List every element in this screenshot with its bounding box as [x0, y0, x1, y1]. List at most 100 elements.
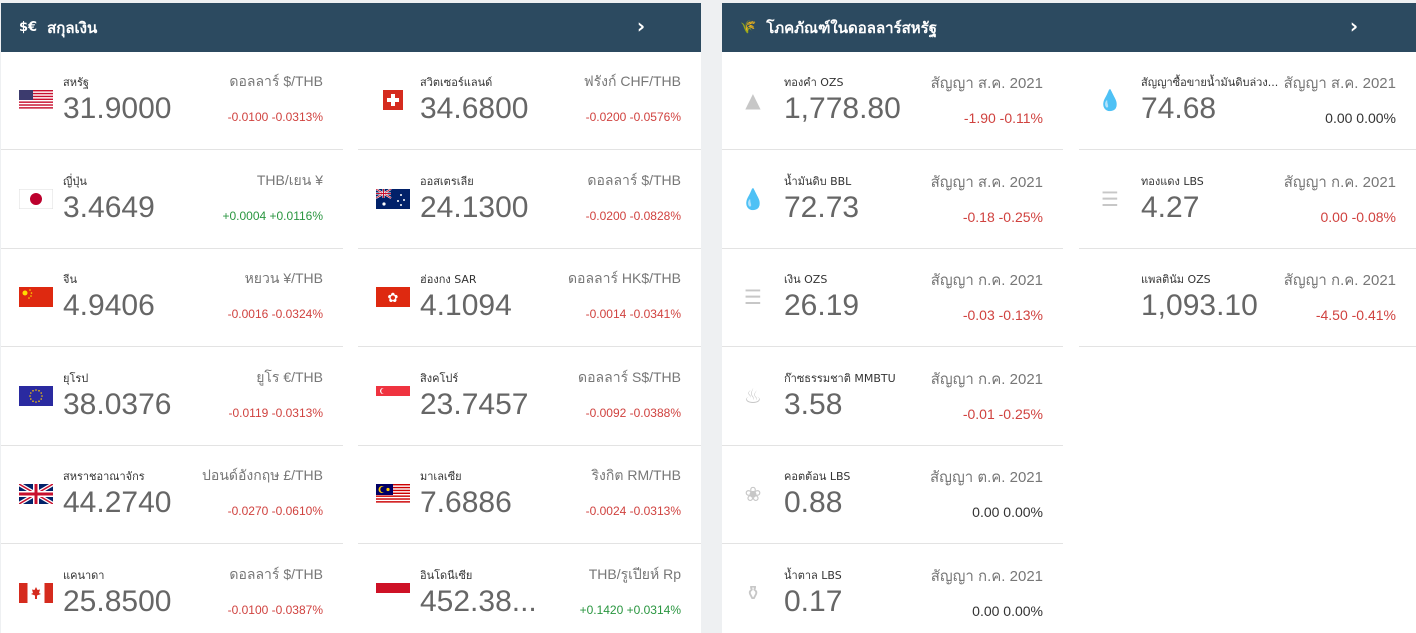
chevron-right-icon[interactable]: ›: [1342, 14, 1366, 38]
commodity-price: 1,093.10: [1141, 289, 1258, 323]
chevron-right-icon[interactable]: ›: [629, 14, 653, 38]
commodity-price: 3.58: [784, 388, 842, 422]
rate-unit: ปอนด์อังกฤษ £/THB: [202, 465, 323, 487]
rate-unit: ริงกิต RM/THB: [592, 465, 681, 487]
currency-name: ฮ่องกง SAR: [420, 270, 477, 288]
commodity-name: น้ำตาล LBS: [784, 566, 842, 584]
price-change: -0.0119 -0.0313%: [228, 406, 323, 420]
rate-unit: THB/เยน ¥: [257, 170, 323, 192]
commodity-panel-title: โภคภัณฑ์ในดอลลาร์สหรัฐ: [766, 16, 937, 40]
commodity-name: แพลตินัม OZS: [1141, 270, 1211, 288]
eu-flag-icon: [19, 386, 53, 406]
commodity-price: 0.17: [784, 585, 842, 619]
commodity-price: 4.27: [1141, 191, 1199, 225]
commodity-name: เงิน OZS: [784, 270, 827, 288]
commodity-price: 72.73: [784, 191, 859, 225]
price-change: 0.00 0.00%: [972, 504, 1043, 520]
commodity-card[interactable]: 💧 สัญญาซื้อขายน้ำมันดิบล่วง...74.68 สัญญา …: [1079, 52, 1416, 150]
currency-name: แคนาดา: [63, 566, 104, 584]
flame-icon: ♨: [738, 384, 768, 410]
oil-drop-icon: 💧: [1095, 88, 1125, 114]
commodity-name: น้ำมันดิบ BBL: [784, 172, 851, 190]
contract-month: สัญญา ส.ค. 2021: [931, 170, 1043, 194]
price-change: -0.0024 -0.0313%: [586, 504, 681, 518]
coins-stack-icon: ☰: [1095, 187, 1125, 213]
price-change: 0.00 0.00%: [1325, 110, 1396, 126]
commodity-price: 74.68: [1141, 92, 1216, 126]
contract-month: สัญญา ก.ค. 2021: [1284, 268, 1396, 292]
contract-month: สัญญา ก.ค. 2021: [931, 564, 1043, 588]
oil-drop-icon: 💧: [738, 187, 768, 213]
exchange-rate-value: 44.2740: [63, 486, 171, 520]
currency-name: สิงคโปร์: [420, 369, 458, 387]
price-change: -0.0014 -0.0341%: [586, 307, 681, 321]
currency-name: จีน: [63, 270, 77, 288]
price-change: -4.50 -0.41%: [1316, 307, 1396, 323]
currency-panel-header[interactable]: $€ สกุลเงิน ›: [1, 3, 701, 52]
price-change: -0.0100 -0.0313%: [228, 110, 323, 124]
rate-unit: ดอลลาร์ $/THB: [587, 170, 681, 192]
exchange-rate-value: 23.7457: [420, 388, 528, 422]
ca-flag-icon: [19, 583, 53, 603]
my-flag-icon: [376, 484, 410, 504]
price-change: 0.00 0.00%: [972, 603, 1043, 619]
wheat-icon: 🌾: [740, 20, 756, 35]
price-change: -0.0016 -0.0324%: [228, 307, 323, 321]
contract-month: สัญญา ต.ค. 2021: [930, 465, 1043, 489]
contract-month: สัญญา ส.ค. 2021: [931, 71, 1043, 95]
contract-month: สัญญา ก.ค. 2021: [931, 268, 1043, 292]
id-flag-icon: [376, 583, 410, 603]
hk-flag-icon: ✿: [376, 287, 410, 307]
commodity-panel-header[interactable]: 🌾 โภคภัณฑ์ในดอลลาร์สหรัฐ ›: [722, 3, 1416, 52]
gold-bars-icon: ▲: [738, 88, 768, 114]
price-change: +0.1420 +0.0314%: [580, 603, 681, 617]
exchange-rate-value: 25.8500: [63, 585, 171, 619]
price-change: -0.0200 -0.0828%: [586, 209, 681, 223]
exchange-rate-value: 4.1094: [420, 289, 512, 323]
price-change: -1.90 -0.11%: [964, 110, 1043, 126]
currency-name: ออสเตรเลีย: [420, 172, 474, 190]
rate-unit: ยูโร €/THB: [256, 367, 323, 389]
contract-month: สัญญา ก.ค. 2021: [1284, 170, 1396, 194]
price-change: -0.0100 -0.0387%: [228, 603, 323, 617]
rate-unit: ดอลลาร์ S$/THB: [578, 367, 681, 389]
commodity-price: 1,778.80: [784, 92, 901, 126]
exchange-rate-value: 4.9406: [63, 289, 155, 323]
price-change: -0.0092 -0.0388%: [586, 406, 681, 420]
commodity-name: คอตต้อน LBS: [784, 467, 850, 485]
au-flag-icon: [376, 189, 410, 209]
rate-unit: ดอลลาร์ $/THB: [229, 71, 323, 93]
commodity-price: 0.88: [784, 486, 842, 520]
contract-month: สัญญา ส.ค. 2021: [1284, 71, 1396, 95]
svg-text:✿: ✿: [388, 291, 399, 306]
currency-name: อินโดนีเซีย: [420, 566, 472, 584]
price-change: +0.0004 +0.0116%: [222, 209, 323, 223]
commodity-name: ก๊าซธรรมชาติ MMBTU: [784, 369, 896, 387]
cn-flag-icon: [19, 287, 53, 307]
rate-unit: THB/รูเปียห์ Rp: [589, 564, 681, 586]
commodity-name: สัญญาซื้อขายน้ำมันดิบล่วง...: [1141, 73, 1278, 91]
currency-card[interactable]: สิงคโปร์23.7457 ดอลลาร์ S$/THB -0.0092 -0.…: [358, 348, 701, 446]
exchange-rate-value: 452.38...: [420, 585, 537, 619]
exchange-rate-value: 7.6886: [420, 486, 512, 520]
